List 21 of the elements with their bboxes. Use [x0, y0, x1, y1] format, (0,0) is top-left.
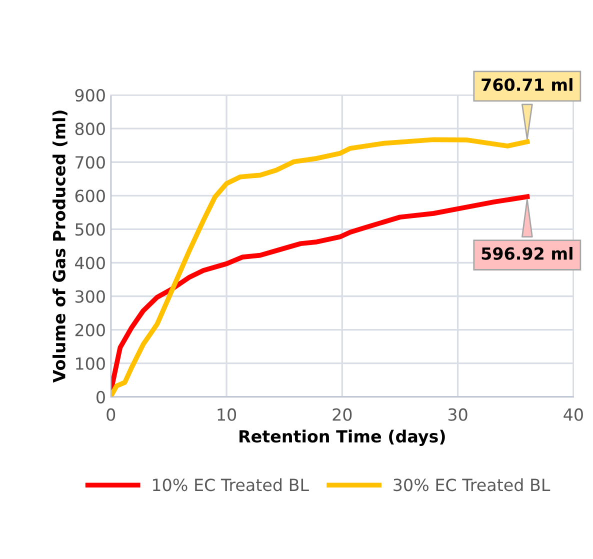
annotation: 596.92 ml: [482, 246, 572, 260]
y-tick-label: 400: [75, 256, 105, 270]
y-tick-label: 100: [76, 357, 105, 370]
y-axis-title: Volume of Gas Produced (ml): [52, 110, 68, 383]
x-tick-label: 20: [332, 408, 352, 421]
x-tick-label: 0: [106, 408, 116, 421]
legend-label: 30% EC Treated BL: [394, 478, 550, 492]
legend-label: 10% EC Treated BL: [153, 478, 309, 492]
y-tick-label: 500: [76, 223, 105, 236]
y-tick-label: 800: [75, 122, 105, 136]
y-tick-label: 600: [75, 190, 105, 202]
x-axis-title: Retention Time (days): [240, 430, 445, 446]
annotation: 760.71 ml: [482, 78, 572, 92]
y-tick-label: 0: [96, 390, 105, 404]
x-tick-label: 30: [448, 408, 468, 421]
x-tick-label: 10: [218, 408, 236, 421]
y-tick-label: 900: [75, 88, 105, 102]
y-tick-label: 300: [75, 290, 105, 303]
y-tick-label: 200: [75, 324, 105, 336]
y-tick-label: 700: [76, 156, 105, 169]
x-tick-label: 40: [564, 408, 583, 421]
